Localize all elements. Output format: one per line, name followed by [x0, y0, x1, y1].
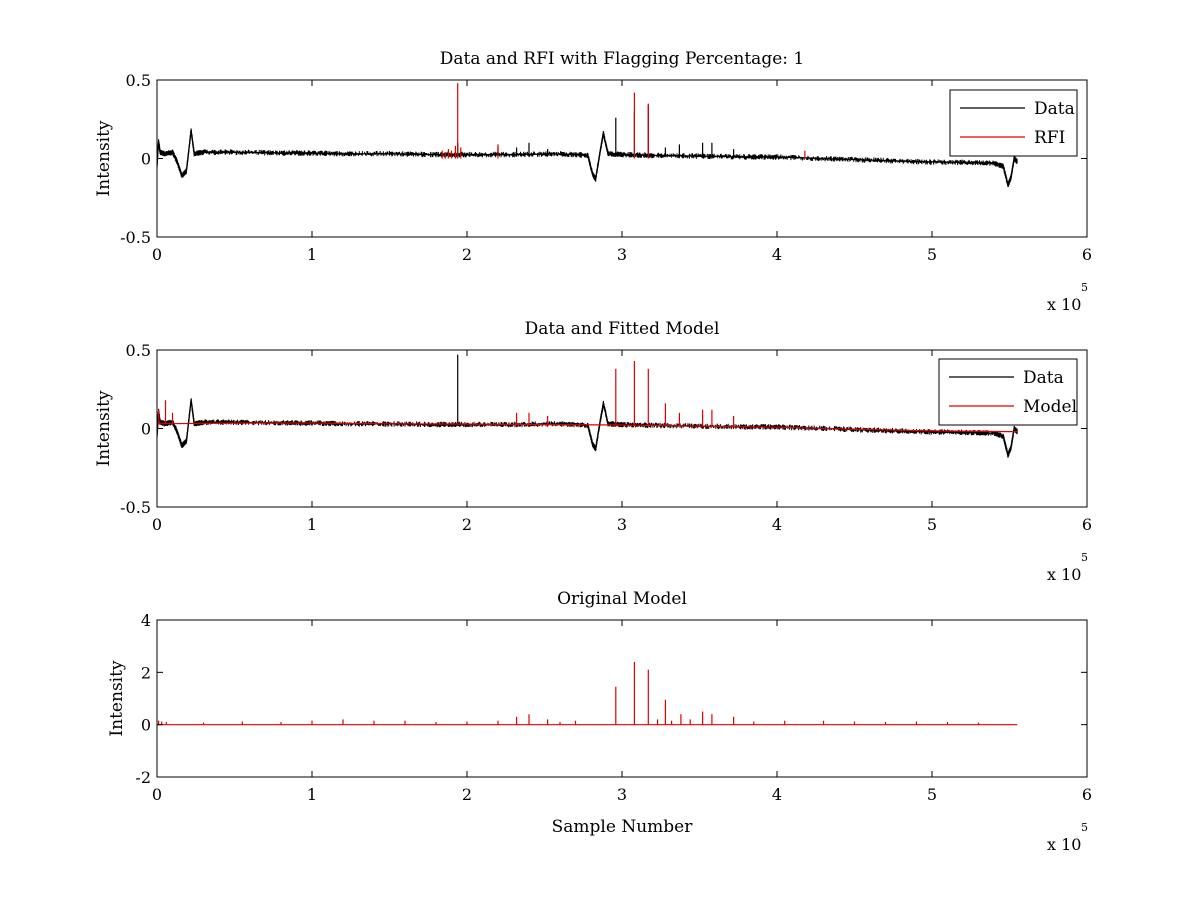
x-tick-label: 3 — [617, 515, 627, 534]
legend-label-data: Data — [1023, 368, 1064, 388]
plot-area — [157, 354, 1018, 458]
y-tick-label: 0 — [141, 150, 151, 169]
chart-title: Original Model — [557, 589, 687, 609]
x-multiplier-exponent: 5 — [1081, 281, 1088, 294]
y-axis-label: Intensity — [107, 660, 127, 736]
y-tick-label: 0 — [141, 420, 151, 439]
y-tick-label: -2 — [135, 768, 151, 787]
y-axis-label: Intensity — [94, 390, 114, 466]
series-model — [157, 661, 1018, 726]
y-tick-label: 2 — [141, 663, 151, 682]
x-tick-label: 4 — [772, 245, 782, 264]
x-tick-label: 6 — [1082, 515, 1092, 534]
x-tick-label: 1 — [307, 515, 317, 534]
x-tick-label: 5 — [927, 515, 937, 534]
x-multiplier-label: x 10 — [1047, 835, 1081, 854]
x-tick-label: 2 — [462, 785, 472, 804]
plot-area — [157, 661, 1018, 726]
x-multiplier-exponent: 5 — [1081, 821, 1088, 834]
x-multiplier-label: x 10 — [1047, 295, 1081, 314]
x-tick-label: 2 — [462, 245, 472, 264]
series-noise-data — [157, 128, 1018, 187]
x-tick-label: 0 — [152, 515, 162, 534]
legend: Data RFI — [949, 89, 1078, 157]
legend-label-rfi: RFI — [1034, 128, 1065, 148]
legend-label-data: Data — [1034, 99, 1075, 119]
y-tick-label: 4 — [141, 611, 151, 630]
y-tick-label: -0.5 — [120, 228, 151, 247]
y-axis-label: Intensity — [94, 120, 114, 196]
x-tick-label: 4 — [772, 515, 782, 534]
x-tick-label: 6 — [1082, 785, 1092, 804]
x-multiplier-exponent: 5 — [1081, 551, 1088, 564]
x-tick-label: 6 — [1082, 245, 1092, 264]
x-tick-label: 4 — [772, 785, 782, 804]
x-tick-label: 1 — [307, 785, 317, 804]
legend-box — [938, 358, 1078, 426]
chart-title: Data and Fitted Model — [525, 319, 720, 339]
series-rfi — [441, 83, 806, 159]
x-tick-label: 3 — [617, 245, 627, 264]
x-tick-label: 5 — [927, 785, 937, 804]
x-tick-label: 0 — [152, 245, 162, 264]
series-model — [157, 361, 1018, 433]
series-line-model — [157, 422, 1018, 433]
y-tick-label: 0.5 — [126, 71, 151, 90]
x-tick-label: 5 — [927, 245, 937, 264]
legend: Data Model — [938, 358, 1078, 426]
x-tick-label: 3 — [617, 785, 627, 804]
y-tick-label: 0.5 — [126, 341, 151, 360]
x-axis-label: Sample Number — [552, 817, 694, 837]
x-multiplier-label: x 10 — [1047, 565, 1081, 584]
x-tick-label: 2 — [462, 515, 472, 534]
y-tick-label: -0.5 — [120, 498, 151, 517]
legend-label-model: Model — [1023, 397, 1077, 417]
y-tick-label: 0 — [141, 716, 151, 735]
chart-title: Data and RFI with Flagging Percentage: 1 — [440, 49, 804, 69]
x-tick-label: 1 — [307, 245, 317, 264]
x-tick-label: 0 — [152, 785, 162, 804]
plot-area — [157, 83, 1018, 188]
legend-box — [949, 89, 1078, 157]
